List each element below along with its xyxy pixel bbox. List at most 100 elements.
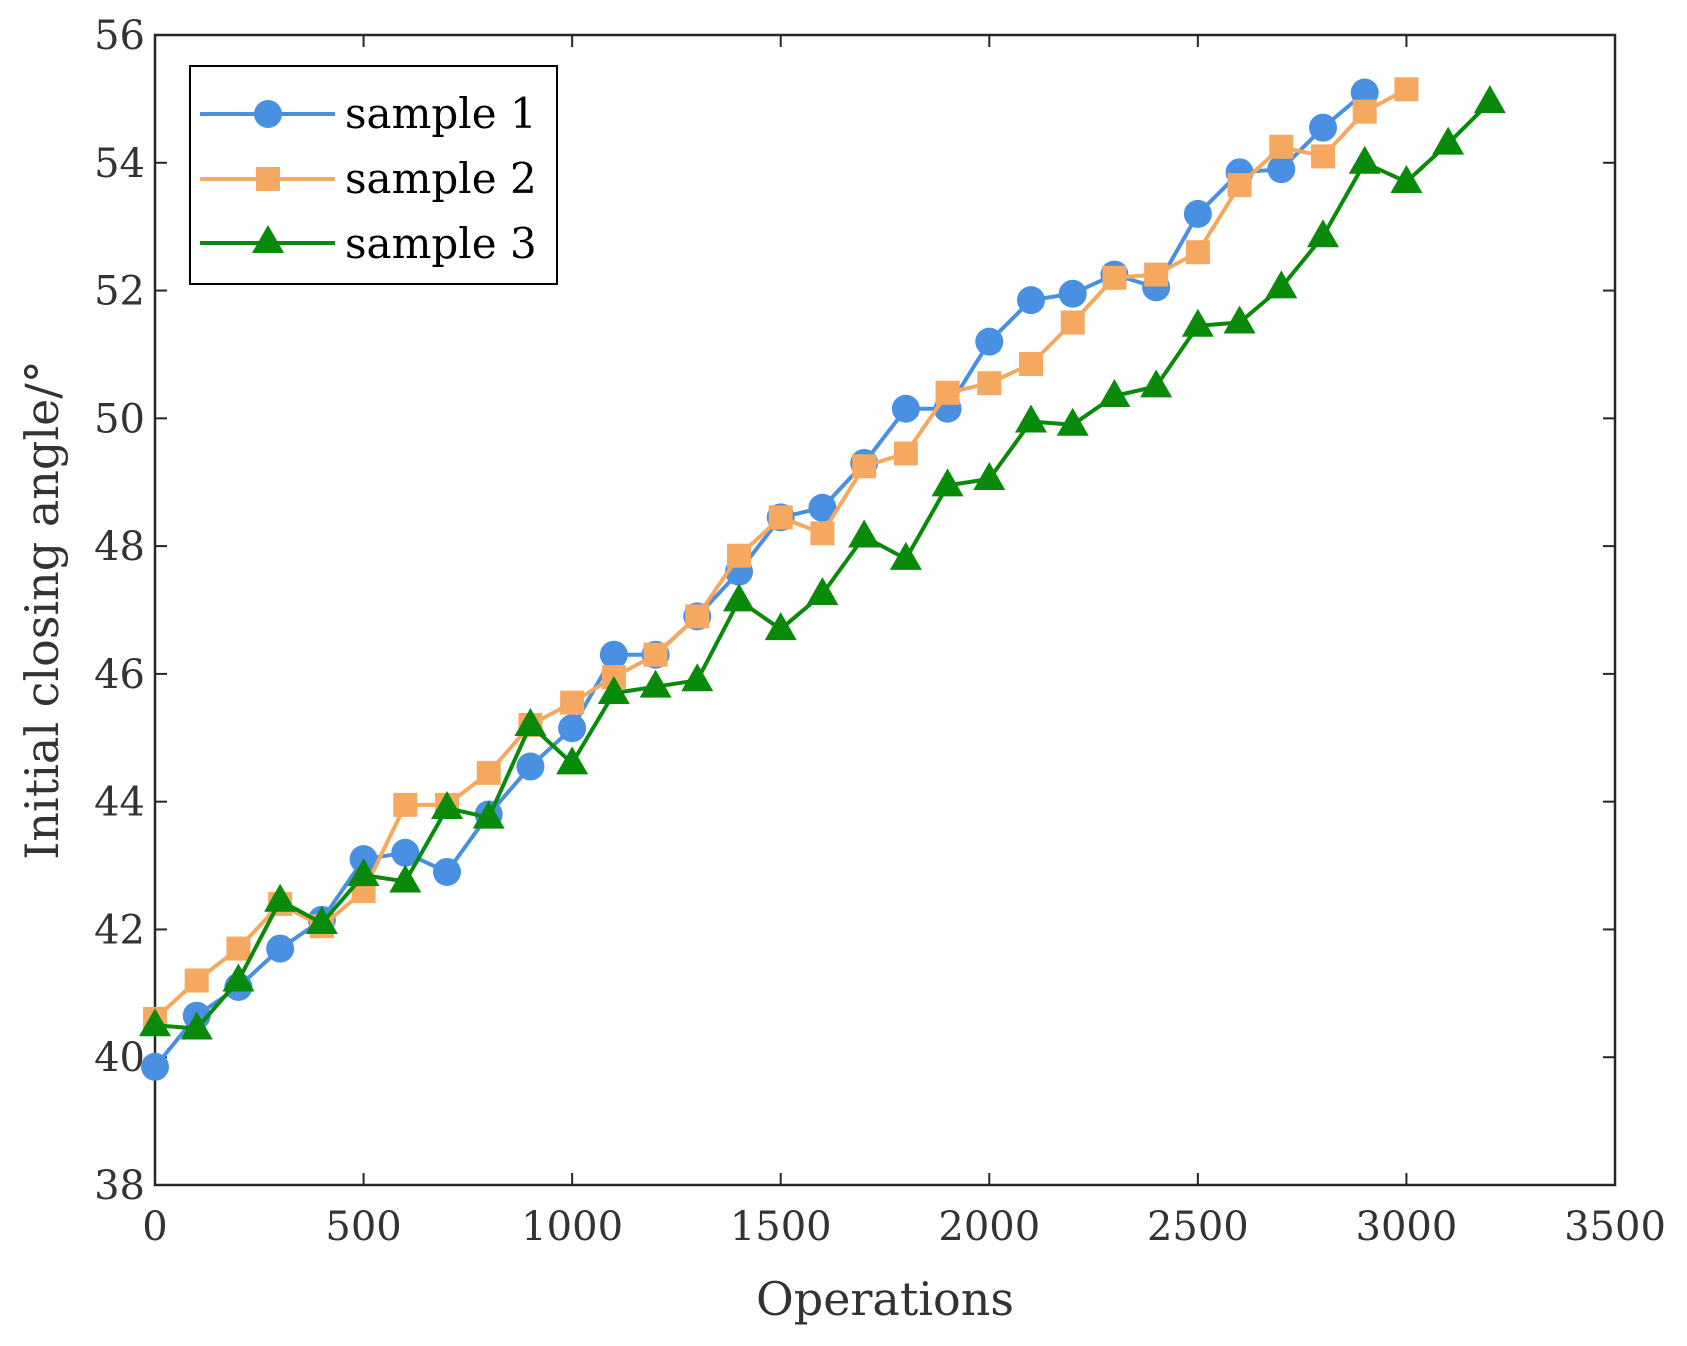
data-point-sample-3	[389, 864, 422, 893]
plot-frame	[153, 33, 1617, 1187]
data-point-sample-1	[1017, 286, 1045, 315]
data-point-sample-1	[558, 714, 587, 743]
data-point-sample-3	[1098, 378, 1131, 407]
y-tick-label: 38	[94, 1163, 145, 1209]
data-point-sample-1	[1058, 279, 1087, 308]
data-point-sample-3	[1056, 407, 1089, 436]
y-axis-title: Initial closing angle/°	[15, 360, 69, 860]
data-point-sample-2	[810, 521, 835, 546]
data-point-sample-2	[1019, 352, 1043, 377]
data-point-sample-3	[764, 612, 797, 641]
x-tick-label: 2000	[938, 1204, 1040, 1250]
data-point-sample-1	[1183, 199, 1212, 228]
data-point-sample-3	[1015, 404, 1047, 433]
data-point-sample-2	[768, 505, 793, 530]
x-tick-label: 500	[325, 1204, 401, 1250]
y-tick-label: 44	[94, 780, 145, 826]
data-point-sample-2	[1185, 240, 1210, 265]
data-point-sample-2	[643, 642, 668, 667]
data-point-sample-3	[1348, 145, 1381, 174]
data-point-sample-3	[139, 1008, 171, 1037]
data-point-sample-3	[1473, 85, 1506, 114]
legend-entry-sample-1: sample 1	[200, 89, 537, 138]
legend-marker-sample-2	[256, 167, 280, 191]
y-tick-label: 46	[94, 652, 145, 698]
data-point-sample-2	[1060, 310, 1085, 335]
series-layer	[139, 77, 1506, 1081]
series-3	[139, 85, 1506, 1040]
y-tick-label: 48	[94, 524, 145, 570]
x-tick-label: 1000	[521, 1204, 623, 1250]
y-tick-labels: 38 40 42 44 46 48 50 52 54 56	[94, 13, 145, 1209]
x-tick-label: 0	[142, 1204, 167, 1250]
data-point-sample-3	[514, 708, 547, 736]
data-point-sample-2	[1394, 77, 1419, 102]
data-point-sample-1	[433, 857, 461, 886]
data-point-sample-3	[1181, 308, 1214, 337]
data-point-sample-3	[1390, 164, 1423, 193]
data-point-sample-3	[1223, 305, 1256, 334]
y-tick-label: 50	[94, 396, 145, 442]
legend-entry-sample-3: sample 3	[200, 219, 537, 268]
data-point-sample-3	[264, 883, 297, 912]
x-axis-title: Operations	[756, 1272, 1014, 1326]
data-point-sample-3	[1432, 126, 1465, 155]
data-point-sample-3	[305, 906, 338, 935]
y-tick-label: 56	[94, 13, 145, 59]
data-point-sample-3	[1307, 219, 1339, 248]
data-point-sample-3	[806, 577, 839, 606]
legend-label-sample-3: sample 3	[345, 219, 537, 268]
legend-label-sample-1: sample 1	[345, 89, 537, 138]
data-point-sample-2	[852, 454, 877, 479]
x-tick-label: 3000	[1356, 1204, 1458, 1250]
data-point-sample-3	[222, 963, 255, 992]
x-tick-label: 3500	[1564, 1204, 1666, 1250]
x-tick-label: 1500	[730, 1204, 832, 1250]
data-point-sample-3	[347, 858, 380, 887]
data-point-sample-2	[727, 543, 751, 568]
data-point-sample-2	[1144, 262, 1169, 287]
data-point-sample-2	[935, 380, 960, 405]
y-tick-label: 42	[94, 907, 145, 953]
legend-entry-sample-2: sample 2	[200, 154, 537, 203]
data-point-sample-1	[391, 838, 420, 867]
x-tick-label: 2500	[1147, 1204, 1249, 1250]
data-point-sample-3	[681, 663, 714, 692]
data-point-sample-1	[266, 934, 295, 963]
data-point-sample-3	[180, 1011, 213, 1040]
data-point-sample-3	[1265, 270, 1298, 299]
y-tick-label: 40	[94, 1035, 145, 1081]
data-point-sample-2	[977, 371, 1002, 396]
data-point-sample-3	[723, 583, 755, 612]
legend-marker-sample-3	[252, 225, 284, 253]
data-point-sample-1	[516, 752, 545, 781]
data-point-sample-1	[891, 394, 920, 423]
data-point-sample-3	[431, 791, 463, 820]
legend-marker-sample-1	[254, 100, 282, 128]
data-point-sample-2	[1227, 173, 1252, 198]
data-point-sample-2	[893, 441, 918, 466]
legend: sample 1 sample 2 sample 3	[189, 65, 558, 285]
data-point-sample-2	[226, 936, 251, 961]
data-point-sample-3	[597, 676, 630, 705]
data-point-sample-1	[1267, 155, 1296, 184]
y-tick-label: 54	[94, 141, 145, 187]
data-point-sample-1	[808, 493, 837, 522]
x-tick-labels: 0 500 1000 1500 2000 2500 3000 3500	[142, 1204, 1666, 1250]
data-point-sample-1	[975, 327, 1004, 356]
data-point-sample-2	[1102, 265, 1127, 290]
axis-ticks	[154, 34, 1616, 1186]
data-point-sample-1	[1350, 78, 1379, 107]
data-point-sample-2	[1352, 99, 1377, 124]
data-point-sample-3	[556, 746, 589, 775]
data-point-sample-2	[476, 760, 501, 785]
legend-label-sample-2: sample 2	[345, 154, 537, 203]
data-point-sample-3	[848, 519, 881, 548]
data-point-sample-3	[931, 468, 964, 497]
legend-box	[189, 65, 558, 285]
data-point-sample-2	[685, 604, 710, 629]
data-point-sample-3	[889, 541, 922, 570]
data-point-sample-2	[1311, 144, 1335, 169]
data-point-sample-2	[1269, 134, 1294, 159]
